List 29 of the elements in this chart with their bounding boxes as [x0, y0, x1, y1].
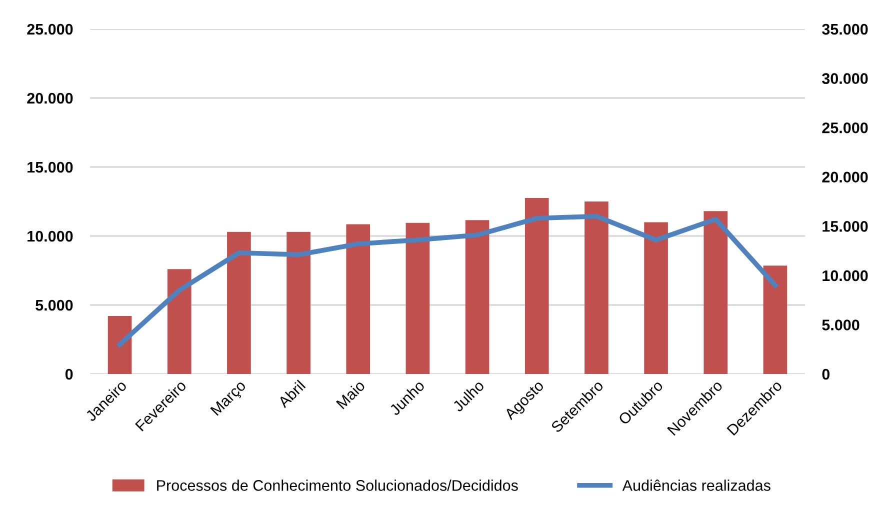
y2-tick-label: 25.000 — [822, 122, 868, 134]
y-tick-label: 25.000 — [27, 24, 73, 35]
legend-label: Processos de Conhecimento Solucionados/Decididos — [157, 480, 518, 491]
bar — [763, 266, 788, 374]
y2-tick-label: 0 — [822, 368, 830, 380]
y-tick-label: 0 — [65, 368, 73, 380]
bar — [704, 211, 728, 374]
y2-tick-label: 5.000 — [822, 320, 860, 330]
y2-tick-label: 10.000 — [822, 270, 868, 282]
bar — [584, 202, 608, 374]
legend-label: Audiências realizadas — [622, 480, 770, 491]
y-tick-label: 20.000 — [27, 92, 73, 104]
bar — [286, 232, 310, 374]
bar — [524, 198, 549, 374]
bar — [465, 220, 490, 374]
bar — [644, 222, 668, 374]
bar — [406, 222, 430, 374]
bar — [227, 232, 251, 374]
y-tick-label: 15.000 — [28, 162, 73, 173]
y2-tick-label: 30.000 — [822, 73, 868, 84]
bar — [346, 224, 370, 374]
line-series — [117, 214, 778, 347]
y2-tick-label: 35.000 — [822, 24, 868, 35]
y2-tick-label: 15.000 — [822, 221, 868, 232]
y-tick-label: 10.000 — [28, 230, 73, 242]
bar — [167, 269, 192, 374]
bar — [108, 316, 132, 374]
y-tick-label: 5.000 — [36, 300, 73, 311]
y2-tick-label: 20.000 — [822, 172, 868, 183]
